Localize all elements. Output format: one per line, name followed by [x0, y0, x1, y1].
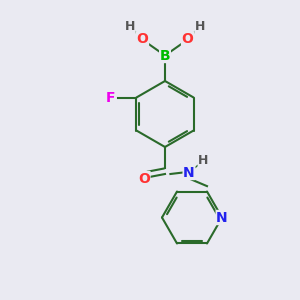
Text: O: O	[136, 32, 148, 46]
Text: F: F	[106, 91, 116, 104]
Text: H: H	[125, 20, 135, 33]
Text: B: B	[160, 49, 170, 62]
Text: H: H	[195, 20, 205, 33]
Text: N: N	[183, 166, 195, 179]
Text: O: O	[182, 32, 194, 46]
Text: O: O	[138, 172, 150, 185]
Text: H: H	[198, 154, 208, 167]
Text: N: N	[216, 211, 228, 224]
